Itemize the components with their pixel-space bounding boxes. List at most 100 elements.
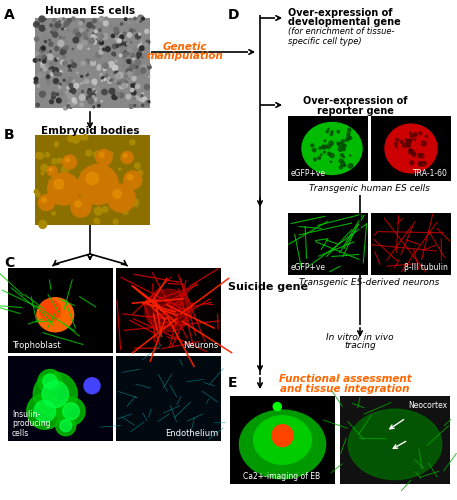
Circle shape: [43, 60, 44, 61]
Circle shape: [145, 44, 148, 46]
Circle shape: [41, 172, 44, 175]
Text: D: D: [228, 8, 239, 22]
Circle shape: [55, 142, 58, 146]
Circle shape: [51, 31, 53, 33]
Circle shape: [136, 84, 140, 88]
Circle shape: [84, 378, 100, 394]
Circle shape: [69, 77, 73, 81]
Circle shape: [57, 58, 59, 59]
Circle shape: [133, 58, 135, 59]
Circle shape: [82, 68, 84, 69]
Circle shape: [44, 40, 47, 42]
Circle shape: [42, 198, 47, 202]
Circle shape: [41, 64, 45, 68]
Text: Neurons: Neurons: [183, 341, 218, 350]
Circle shape: [135, 34, 140, 39]
Circle shape: [142, 51, 143, 52]
Circle shape: [43, 55, 45, 57]
Circle shape: [72, 17, 75, 20]
Circle shape: [83, 32, 87, 36]
Circle shape: [50, 63, 51, 64]
Circle shape: [64, 46, 69, 50]
Circle shape: [395, 146, 397, 148]
Circle shape: [51, 72, 54, 76]
Text: Endothelium: Endothelium: [165, 429, 218, 438]
Circle shape: [322, 146, 324, 148]
Circle shape: [117, 82, 120, 84]
Circle shape: [125, 186, 128, 188]
Circle shape: [345, 138, 349, 141]
Circle shape: [128, 76, 130, 78]
Circle shape: [409, 150, 413, 154]
Circle shape: [143, 43, 148, 49]
Circle shape: [77, 72, 78, 74]
Circle shape: [343, 156, 345, 158]
Circle shape: [63, 155, 76, 169]
Circle shape: [110, 25, 112, 27]
Circle shape: [58, 73, 62, 76]
Circle shape: [69, 96, 73, 100]
Circle shape: [113, 75, 116, 78]
Circle shape: [134, 17, 136, 20]
Circle shape: [68, 101, 74, 106]
Bar: [116, 356, 221, 441]
Circle shape: [100, 34, 104, 38]
Circle shape: [127, 72, 133, 78]
Circle shape: [91, 96, 95, 100]
Circle shape: [53, 78, 58, 84]
Circle shape: [72, 48, 74, 50]
Circle shape: [106, 22, 108, 25]
Circle shape: [94, 207, 102, 215]
Circle shape: [330, 133, 333, 136]
Circle shape: [138, 44, 143, 48]
Circle shape: [136, 18, 139, 22]
Circle shape: [59, 36, 61, 38]
Circle shape: [48, 187, 51, 190]
Circle shape: [112, 52, 115, 56]
Circle shape: [75, 48, 79, 51]
Circle shape: [409, 148, 412, 152]
Text: Trophoblast: Trophoblast: [12, 341, 61, 350]
Circle shape: [112, 94, 117, 100]
Circle shape: [100, 41, 103, 44]
Circle shape: [36, 22, 39, 26]
Circle shape: [49, 168, 52, 171]
Circle shape: [408, 146, 410, 147]
Circle shape: [123, 154, 127, 158]
Circle shape: [102, 34, 108, 40]
Circle shape: [112, 75, 117, 80]
Circle shape: [46, 25, 49, 28]
Circle shape: [86, 59, 88, 60]
Circle shape: [112, 66, 118, 70]
Circle shape: [48, 173, 80, 205]
Circle shape: [54, 180, 64, 189]
Circle shape: [113, 220, 118, 224]
Circle shape: [100, 46, 101, 48]
Text: Insulin-
producing
cells: Insulin- producing cells: [12, 410, 51, 438]
Circle shape: [43, 374, 57, 388]
Circle shape: [67, 86, 70, 89]
Circle shape: [119, 83, 125, 88]
Circle shape: [140, 68, 146, 73]
Circle shape: [58, 40, 64, 46]
Circle shape: [82, 82, 84, 84]
Circle shape: [115, 74, 120, 79]
Text: reporter gene: reporter gene: [317, 106, 393, 116]
Circle shape: [102, 90, 107, 94]
Circle shape: [135, 163, 140, 168]
Circle shape: [58, 20, 60, 23]
Circle shape: [111, 79, 113, 81]
Bar: [8, 268, 113, 353]
Circle shape: [62, 18, 64, 20]
Circle shape: [56, 93, 58, 96]
Circle shape: [89, 92, 95, 98]
Circle shape: [43, 68, 47, 71]
Circle shape: [40, 19, 41, 20]
Circle shape: [60, 51, 64, 54]
Circle shape: [81, 62, 85, 65]
Circle shape: [43, 54, 47, 58]
Circle shape: [414, 138, 416, 140]
Circle shape: [138, 50, 141, 52]
Circle shape: [124, 186, 130, 192]
Circle shape: [59, 99, 61, 100]
